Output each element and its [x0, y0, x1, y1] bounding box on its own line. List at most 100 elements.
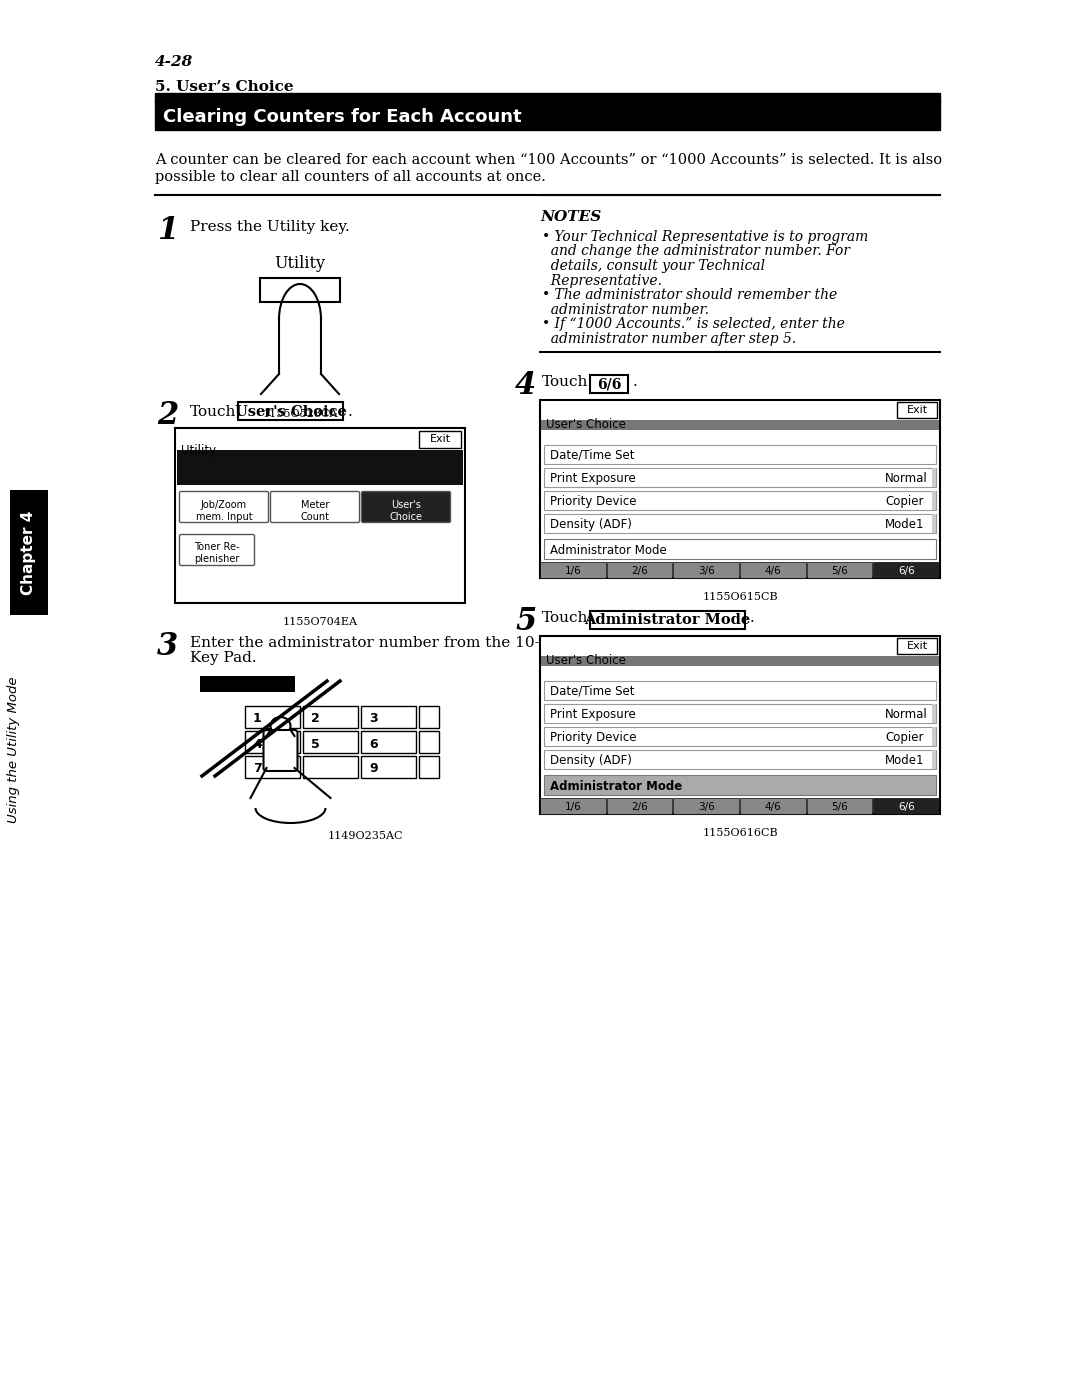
Text: Administrator Mode: Administrator Mode: [550, 543, 666, 556]
Text: administrator number.: administrator number.: [542, 303, 708, 317]
Text: 6/6: 6/6: [597, 377, 621, 391]
Bar: [897, 638, 937, 654]
Text: administrator number after step 5.: administrator number after step 5.: [542, 331, 796, 345]
Text: Choice: Choice: [390, 511, 422, 522]
Text: 3: 3: [369, 712, 378, 725]
Bar: [245, 705, 300, 728]
Text: Touch: Touch: [542, 374, 589, 388]
Text: 4/6: 4/6: [765, 566, 781, 576]
Text: Density (ADF): Density (ADF): [550, 518, 632, 531]
Bar: [541, 420, 939, 430]
Text: Administrator Mode: Administrator Mode: [550, 780, 683, 792]
Bar: [177, 450, 463, 485]
Text: 9: 9: [369, 763, 378, 775]
Text: 5. User’s Choice: 5. User’s Choice: [156, 80, 294, 94]
Bar: [932, 514, 936, 534]
Text: 7: 7: [253, 763, 261, 775]
Text: Meter: Meter: [301, 500, 329, 510]
FancyBboxPatch shape: [264, 731, 297, 771]
Text: 6/6: 6/6: [897, 802, 915, 812]
Text: 2/6: 2/6: [631, 802, 648, 812]
Bar: [245, 756, 300, 778]
Bar: [544, 490, 936, 510]
Bar: [156, 101, 940, 130]
Text: Count: Count: [300, 511, 329, 522]
Text: 4: 4: [515, 370, 537, 401]
Bar: [540, 400, 940, 578]
Text: 5: 5: [515, 606, 537, 637]
Text: Density (ADF): Density (ADF): [550, 754, 632, 767]
Bar: [419, 705, 438, 728]
Text: Priority Device: Priority Device: [550, 495, 636, 509]
Bar: [932, 468, 936, 488]
Text: 4-28: 4-28: [156, 54, 193, 68]
Bar: [673, 562, 739, 578]
Text: Normal: Normal: [885, 472, 928, 485]
Bar: [874, 798, 939, 814]
Text: 1155O615CB: 1155O615CB: [702, 592, 778, 602]
Bar: [260, 278, 340, 302]
Bar: [544, 539, 936, 559]
Text: Touch: Touch: [190, 405, 237, 419]
Bar: [544, 514, 936, 534]
Bar: [590, 374, 627, 393]
Text: 2: 2: [311, 712, 320, 725]
Bar: [874, 562, 939, 578]
Text: .: .: [633, 374, 638, 388]
Text: User's Choice: User's Choice: [546, 654, 626, 666]
Bar: [740, 562, 806, 578]
Bar: [238, 402, 343, 420]
Text: Print Exposure: Print Exposure: [550, 708, 636, 721]
Bar: [544, 704, 936, 724]
Text: Administrator Mode: Administrator Mode: [584, 613, 751, 627]
FancyBboxPatch shape: [362, 492, 450, 522]
Text: 1/6: 1/6: [565, 802, 581, 812]
Bar: [607, 798, 673, 814]
Text: and change the administrator number. For: and change the administrator number. For: [542, 244, 850, 258]
Text: Normal: Normal: [885, 708, 928, 721]
Text: 1/6: 1/6: [565, 566, 581, 576]
Text: Utility: Utility: [181, 444, 216, 457]
Text: Toner Re-: Toner Re-: [194, 542, 240, 552]
FancyBboxPatch shape: [270, 492, 360, 522]
Bar: [541, 657, 939, 666]
Text: Representative.: Representative.: [542, 274, 662, 288]
Text: Date/Time Set: Date/Time Set: [550, 685, 635, 698]
Bar: [303, 756, 357, 778]
Text: 2/6: 2/6: [631, 566, 648, 576]
Text: 2: 2: [157, 400, 178, 432]
Text: Copier: Copier: [885, 731, 923, 745]
Text: User's Choice: User's Choice: [546, 418, 626, 432]
Text: 1: 1: [157, 215, 178, 246]
Bar: [740, 798, 806, 814]
Text: 4: 4: [253, 738, 261, 750]
Text: Key Pad.: Key Pad.: [190, 651, 257, 665]
Text: Job/Zoom: Job/Zoom: [201, 500, 247, 510]
Bar: [361, 731, 416, 753]
Text: Print Exposure: Print Exposure: [550, 472, 636, 485]
Text: 1: 1: [253, 712, 261, 725]
Bar: [10, 490, 48, 615]
Text: 5/6: 5/6: [832, 802, 848, 812]
Text: 4/6: 4/6: [765, 802, 781, 812]
Bar: [540, 798, 606, 814]
Bar: [419, 756, 438, 778]
Bar: [303, 705, 357, 728]
Bar: [544, 468, 936, 488]
Text: 3/6: 3/6: [698, 802, 715, 812]
Text: Press the Utility key.: Press the Utility key.: [190, 219, 350, 235]
Bar: [932, 726, 936, 746]
Bar: [245, 731, 300, 753]
Text: Exit: Exit: [906, 641, 928, 651]
FancyBboxPatch shape: [179, 535, 255, 566]
Bar: [303, 731, 357, 753]
Text: Exit: Exit: [430, 434, 450, 444]
Text: 5: 5: [311, 738, 320, 750]
Text: Touch: Touch: [542, 610, 589, 624]
Bar: [156, 94, 940, 102]
Text: 1149O235AC: 1149O235AC: [327, 831, 403, 841]
Text: • The administrator should remember the: • The administrator should remember the: [542, 288, 837, 302]
Text: Priority Device: Priority Device: [550, 731, 636, 745]
Text: User's Choice: User's Choice: [234, 405, 347, 419]
Text: mem. Input: mem. Input: [195, 511, 253, 522]
